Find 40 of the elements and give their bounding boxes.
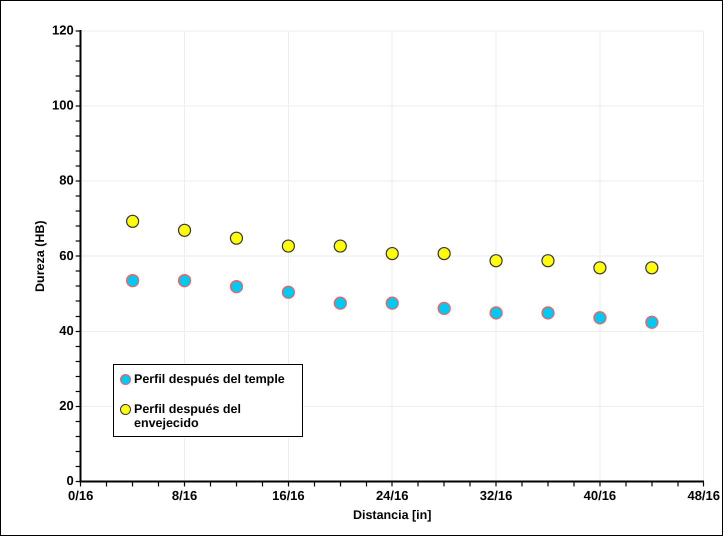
point [438,302,451,315]
y-tick-label: 120 [52,22,74,38]
y-tick-label: 20 [59,398,74,413]
y-tick-label: 0 [66,472,74,488]
x-tick-label: 0/16 [68,488,94,503]
point [334,296,347,310]
point [593,261,606,274]
point [334,239,347,253]
point [438,246,451,260]
point [230,280,244,294]
point [593,311,606,324]
legend-label: Perfil después del envejecido [134,402,242,430]
point [178,274,192,288]
x-tick-label: 48/16 [687,488,720,503]
x-tick-label: 16/16 [272,488,305,503]
point [541,254,555,268]
point [386,296,399,310]
y-tick-label: 80 [59,172,74,188]
x-tick-label: 40/16 [584,488,616,503]
x-tick-label: 8/16 [172,488,198,503]
point [126,214,140,228]
point [282,286,295,299]
x-axis-title: Distancia [in] [352,508,432,522]
point [489,306,503,320]
point [178,224,192,237]
x-tick-label: 32/16 [480,488,512,503]
point [126,274,140,288]
x-tick-label: 24/16 [376,488,408,503]
y-tick-label: 60 [59,248,74,263]
legend-label: Perfil después del temple [134,372,285,386]
point [282,239,295,253]
point [386,246,399,260]
point [489,254,503,268]
point [645,316,658,329]
y-tick-label: 40 [59,322,74,338]
point [541,306,555,320]
point [645,261,658,274]
y-tick-label: 100 [52,98,74,113]
point [230,232,244,245]
y-axis-title: Dureza (HB) [32,220,47,292]
